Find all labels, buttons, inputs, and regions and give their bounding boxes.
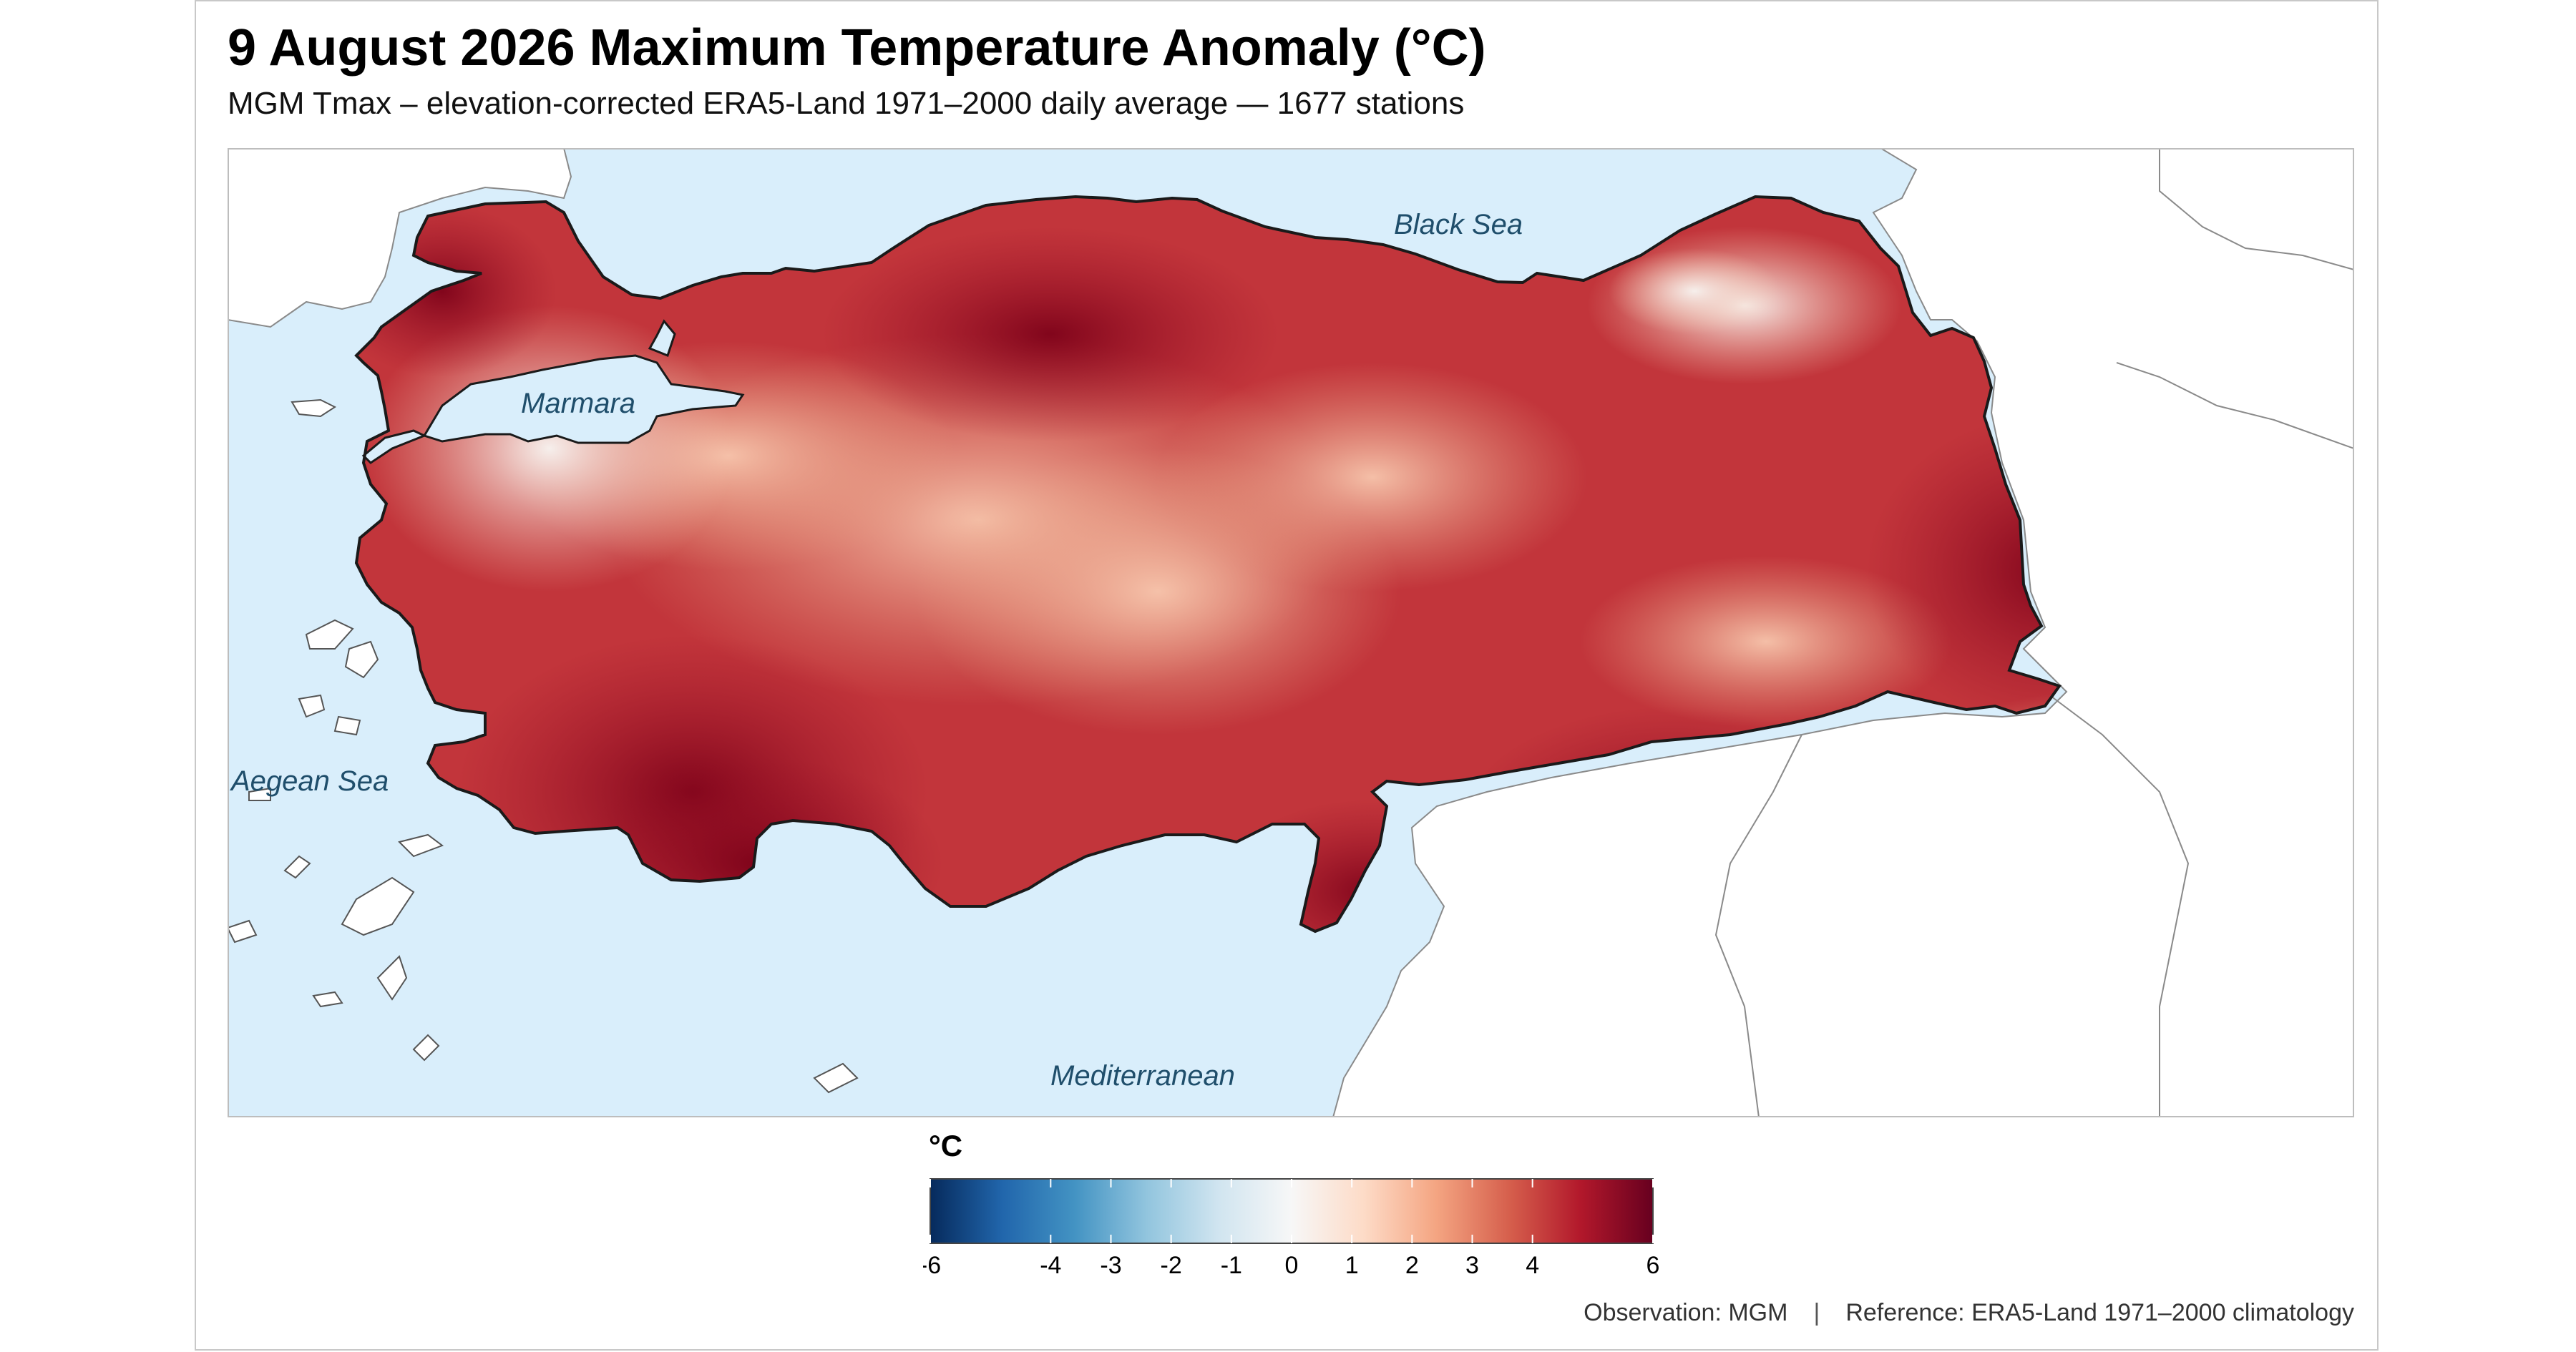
colorbar-tick-label: 4 xyxy=(1526,1252,1539,1279)
marmara-sea xyxy=(422,354,745,444)
marmara-label: Marmara xyxy=(521,388,635,419)
map-subtitle: MGM Tmax – elevation-corrected ERA5-Land… xyxy=(228,86,1465,121)
colorbar-tick-label: -3 xyxy=(1100,1252,1121,1279)
colorbar-tick-label: -2 xyxy=(1161,1252,1182,1279)
aegean-sea-label: Aegean Sea xyxy=(230,765,389,797)
colorbar-tick-label: 6 xyxy=(1646,1252,1660,1279)
dardanelles xyxy=(361,429,427,464)
colorbar xyxy=(930,1178,1654,1244)
map-panel-border xyxy=(228,148,2354,1117)
colorbar-tick-label: -6 xyxy=(923,1252,941,1279)
aegean-islands xyxy=(228,398,859,1094)
anomaly-map: Black Sea Marmara Aegean Sea Mediterrane… xyxy=(228,148,2354,1117)
footer-reference: Reference: ERA5-Land 1971–2000 climatolo… xyxy=(1845,1299,2354,1326)
colorbar-tick-label: 2 xyxy=(1405,1252,1419,1279)
footer-observation: Observation: MGM xyxy=(1584,1299,1788,1326)
colorbar-ticks: -6 -4 -3 -2 -1 0 1 2 3 4 6 xyxy=(923,1179,1659,1279)
map-title: 9 August 2026 Maximum Temperature Anomal… xyxy=(228,19,1486,77)
legend-unit: °C xyxy=(929,1129,963,1162)
colorbar-legend: -6 -4 -3 -2 -1 0 1 2 3 4 6 xyxy=(923,1178,1659,1279)
footer-separator: | xyxy=(1813,1299,1820,1326)
black-sea-label: Black Sea xyxy=(1394,209,1523,240)
neighbour-land xyxy=(228,148,2354,1117)
colorbar-tick-label: -4 xyxy=(1040,1252,1061,1279)
mediterranean-label: Mediterranean xyxy=(1050,1060,1235,1092)
colorbar-tick-label: -1 xyxy=(1221,1252,1242,1279)
colorbar-tick-label: 0 xyxy=(1285,1252,1299,1279)
colorbar-tick-label: 1 xyxy=(1345,1252,1359,1279)
map-footer: Observation: MGM | Reference: ERA5-Land 19… xyxy=(1584,1299,2354,1327)
bosporus xyxy=(648,319,676,357)
inner-borders xyxy=(1714,148,2354,1117)
colorbar-tick-label: 3 xyxy=(1465,1252,1479,1279)
